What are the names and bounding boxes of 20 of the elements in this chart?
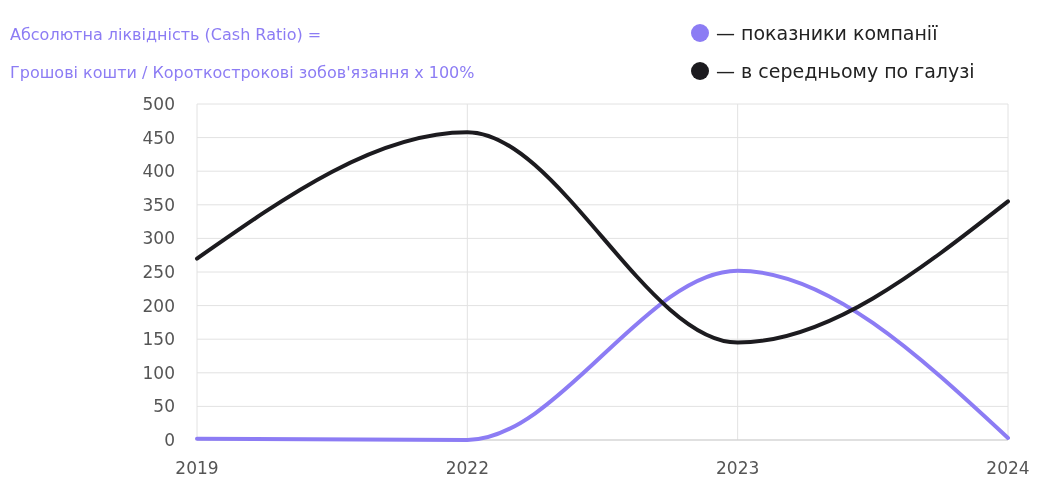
x-tick-label: 2019 xyxy=(175,458,219,478)
y-tick-label: 500 xyxy=(142,93,175,114)
y-tick-label: 150 xyxy=(142,329,175,350)
y-tick-label: 300 xyxy=(142,228,175,249)
y-tick-label: 100 xyxy=(142,362,175,383)
x-tick-label: 2024 xyxy=(986,458,1030,478)
y-tick-label: 50 xyxy=(153,396,175,417)
y-tick-label: 400 xyxy=(142,161,175,182)
legend-label: — в середньому по галузі xyxy=(716,59,975,82)
legend-label: — показники компанії xyxy=(716,21,939,44)
y-tick-label: 350 xyxy=(142,194,175,215)
y-tick-label: 200 xyxy=(142,295,175,316)
x-tick-label: 2023 xyxy=(716,458,760,478)
chart-subtitle: Грошові кошти / Короткострокові зобов'язання х 100% xyxy=(10,63,475,82)
x-tick-label: 2022 xyxy=(445,458,489,478)
y-tick-label: 0 xyxy=(164,429,175,450)
y-tick-label: 450 xyxy=(142,127,175,148)
y-tick-label: 250 xyxy=(142,261,175,282)
chart-title: Абсолютна ліквідність (Cash Ratio) = xyxy=(10,25,322,44)
line-series xyxy=(195,130,1010,345)
